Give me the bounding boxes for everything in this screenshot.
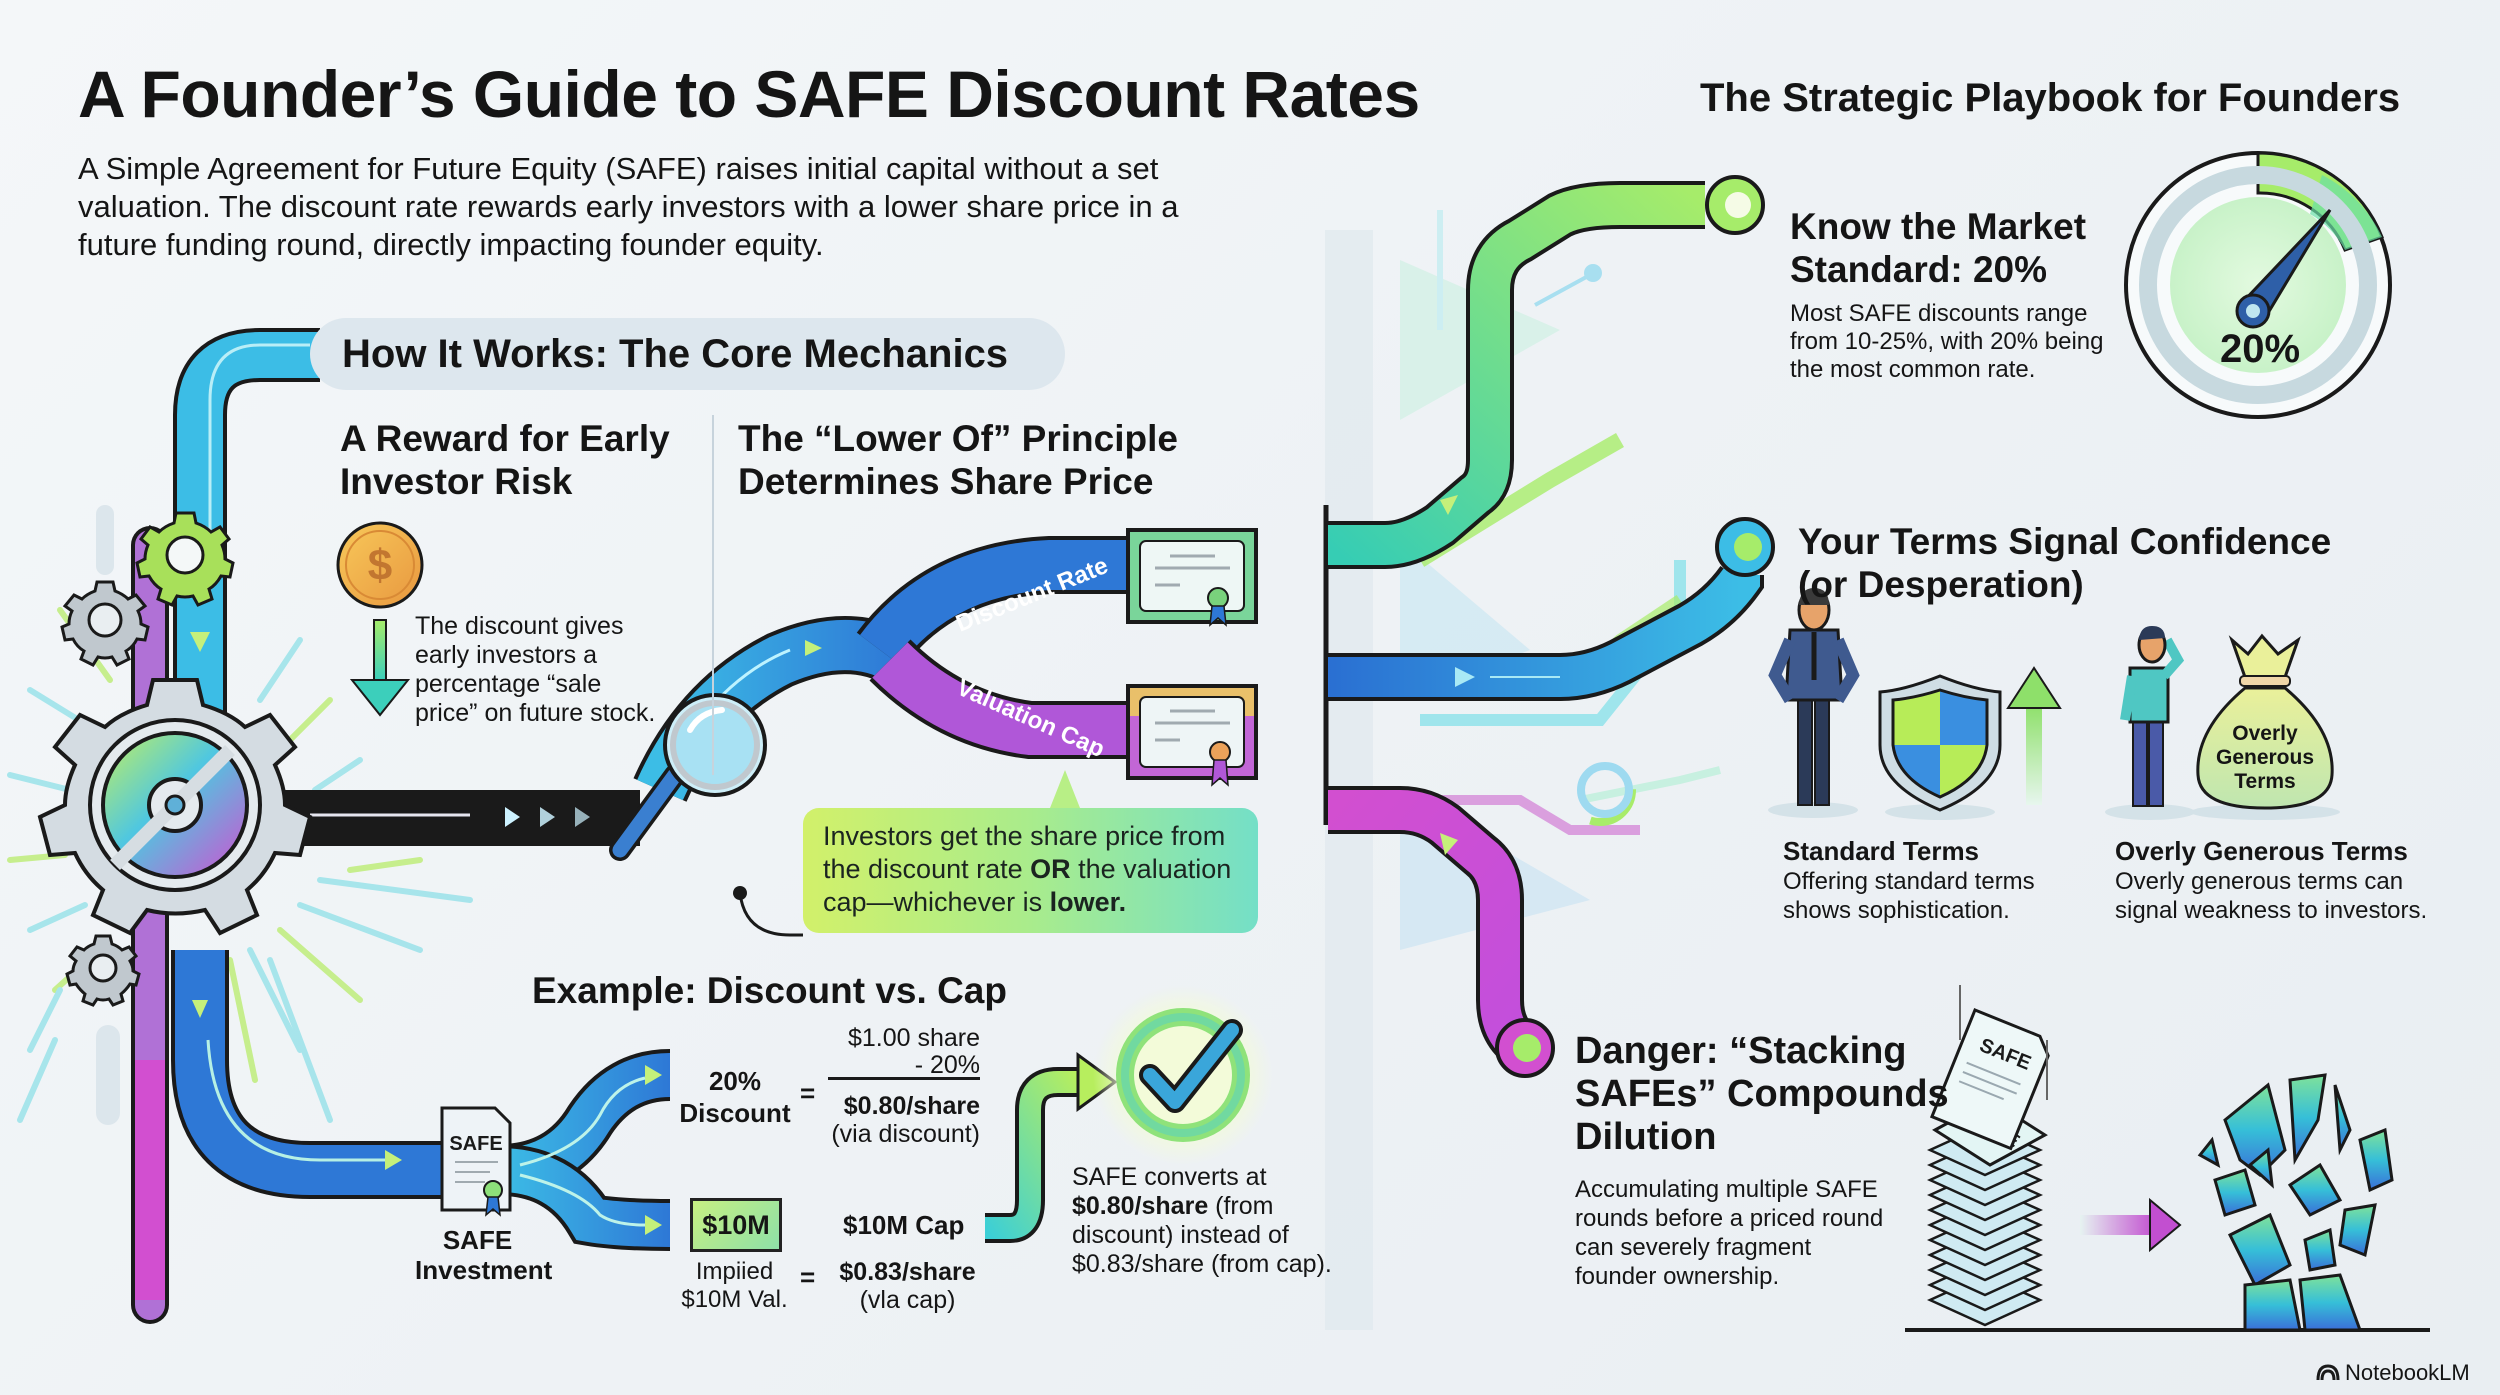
reward-heading: A Reward for Early Investor Risk xyxy=(340,418,670,502)
page-title: A Founder’s Guide to SAFE Discount Rates xyxy=(78,57,1420,131)
intro-paragraph: A Simple Agreement for Future Equity (SA… xyxy=(78,151,1179,262)
main-gear-icon xyxy=(37,678,313,936)
signal-heading: Your Terms Signal Confidence (or Despera… xyxy=(1798,521,2332,605)
cap-equals: = xyxy=(800,1262,816,1292)
discount-result: $0.80/share (via discount) xyxy=(831,1092,980,1148)
money-bag-label: Overly Generous Terms xyxy=(2215,722,2315,793)
dilution-arrow-icon xyxy=(2080,1197,2182,1253)
safe-stack-icon: SAFE SAFE xyxy=(1905,985,2430,1332)
shattered-ownership-icon xyxy=(2197,1073,2394,1332)
checkmark-icon xyxy=(1093,985,1273,1165)
playbook-title: The Strategic Playbook for Founders xyxy=(1700,76,2401,120)
standard-terms-block: Standard Terms Offering standard terms s… xyxy=(1783,836,2035,924)
danger-body: Accumulating multiple SAFE rounds before… xyxy=(1575,1176,1884,1290)
discount-equals: = xyxy=(800,1078,816,1108)
fraction-line xyxy=(828,1077,980,1080)
gauge-icon xyxy=(2124,151,2392,419)
implied-valuation: Impiied $10M Val. xyxy=(681,1258,788,1313)
market-standard-body: Most SAFE discounts range from 10-25%, w… xyxy=(1790,300,2104,383)
notebooklm-brand: NotebookLM xyxy=(2345,1360,2470,1385)
green-gear-icon xyxy=(135,511,235,607)
up-arrow-icon xyxy=(2006,666,2062,805)
safe-document-icon: SAFE xyxy=(440,1106,512,1217)
lower-of-callout: Investors get the share price from the d… xyxy=(803,808,1258,933)
businessman-icon xyxy=(1768,588,1860,818)
column-divider xyxy=(712,415,714,775)
shield-icon xyxy=(1878,674,2002,820)
burst-lines xyxy=(7,607,473,1123)
gray-gear-small-icon xyxy=(65,934,141,1007)
cap-result: $0.83/share (vla cap) xyxy=(839,1258,976,1314)
section-title-text: How It Works: The Core Mechanics xyxy=(342,332,1009,376)
certificate-icon-discount xyxy=(1126,528,1258,627)
safe-investment-caption: SAFE Investment xyxy=(415,1225,553,1285)
section-title-core-mechanics: How It Works: The Core Mechanics xyxy=(310,318,1065,390)
reward-body: The discount gives early investors a per… xyxy=(415,612,656,727)
example-title: Example: Discount vs. Cap xyxy=(532,970,1007,1011)
lower-of-heading: The “Lower Of” Principle Determines Shar… xyxy=(738,418,1178,502)
certificate-icon-cap xyxy=(1126,684,1258,787)
down-arrow-icon xyxy=(349,619,411,717)
danger-heading: Danger: “Stacking SAFEs” Compounds Dilut… xyxy=(1575,1030,1949,1158)
market-standard-heading: Know the Market Standard: 20% xyxy=(1790,206,2087,290)
worried-person-icon xyxy=(2105,626,2195,820)
money-bag-icon xyxy=(2190,633,2340,820)
magnifier-icon xyxy=(609,693,767,861)
generous-terms-block: Overly Generous Terms Overly generous te… xyxy=(2115,836,2428,924)
discount-numerator: $1.00 share - 20% xyxy=(847,1024,980,1079)
cap-label: $10M Cap xyxy=(843,1210,965,1240)
gray-gear-icon xyxy=(60,580,150,667)
dollar-coin-icon: $ xyxy=(336,521,424,609)
svg-text:$: $ xyxy=(368,541,392,590)
example-fork-paths xyxy=(499,1049,672,1251)
gauge-value: 20% xyxy=(2219,327,2301,371)
discount-label: 20% Discount xyxy=(679,1066,791,1128)
cap-tag: $10M xyxy=(690,1198,782,1252)
notebooklm-logo-icon xyxy=(2316,1364,2340,1381)
svg-text:SAFE: SAFE xyxy=(449,1133,502,1155)
conversion-conclusion: SAFE converts at $0.80/share (from disco… xyxy=(1072,1163,1332,1278)
